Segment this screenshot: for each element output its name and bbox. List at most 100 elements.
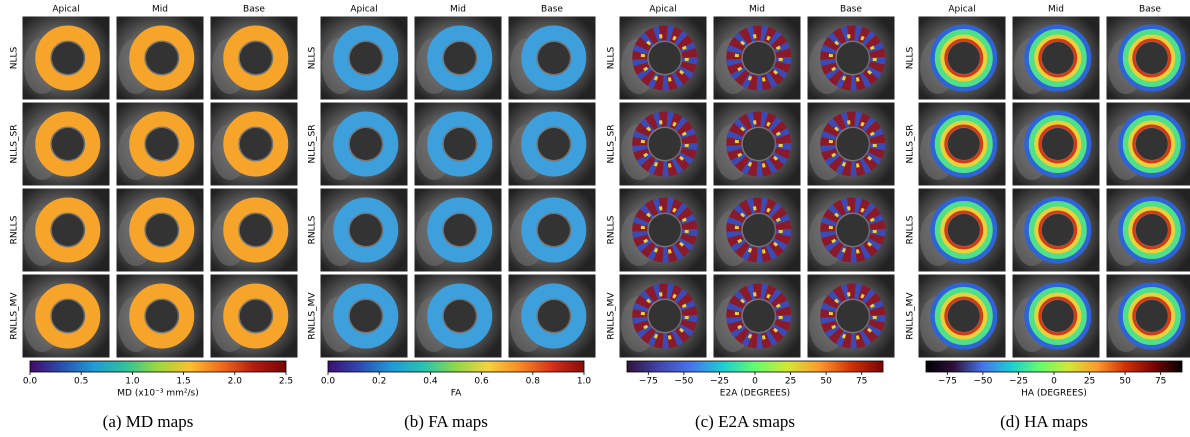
tile-border bbox=[712, 101, 802, 187]
myocardium-ring bbox=[223, 283, 289, 349]
myocardium-ring bbox=[1024, 282, 1092, 350]
colorbar-tick-label: 0.4 bbox=[423, 377, 438, 387]
row-label: RNLLS bbox=[906, 215, 916, 244]
row-label: NLLS_SR bbox=[607, 125, 617, 164]
cavity bbox=[51, 214, 84, 246]
cavity bbox=[742, 214, 775, 246]
myocardium-ring bbox=[129, 283, 195, 349]
colorbar-tick-label: −75 bbox=[639, 377, 658, 387]
cavity bbox=[947, 300, 980, 332]
tile-border bbox=[1105, 101, 1190, 187]
column-header: Mid bbox=[450, 5, 466, 15]
tile-border bbox=[319, 101, 409, 187]
tile-border bbox=[21, 273, 111, 359]
tile-border bbox=[806, 15, 896, 101]
cavity bbox=[145, 42, 178, 74]
tile-border bbox=[507, 187, 597, 273]
myocardium-ring bbox=[930, 196, 998, 264]
myocardium-ring bbox=[35, 111, 101, 177]
row-label: NLLS_SR bbox=[10, 125, 20, 164]
myocardium-ring bbox=[1118, 282, 1186, 350]
myocardium-ring bbox=[934, 29, 993, 87]
tile-border bbox=[618, 15, 708, 101]
tile-border bbox=[413, 273, 503, 359]
map-tile bbox=[712, 273, 802, 359]
myocardium-ring bbox=[1128, 34, 1176, 82]
tile-border bbox=[917, 273, 1007, 359]
myocardium-ring bbox=[223, 111, 289, 177]
myocardium-ring bbox=[333, 111, 399, 177]
map-tile bbox=[507, 15, 597, 101]
map-tile bbox=[618, 101, 708, 187]
myocardium-ring bbox=[1132, 38, 1172, 78]
map-tile bbox=[1105, 273, 1190, 359]
tile-border bbox=[115, 273, 205, 359]
myocardium-ring bbox=[1028, 29, 1087, 87]
myocardium-ring bbox=[1034, 206, 1082, 254]
colorbar-tick-label: −50 bbox=[973, 377, 992, 387]
panel: Apical Mid Base NLLS NLLS_SR RNLLS RNLLS_MV −75… bbox=[607, 5, 896, 431]
map-tile bbox=[1011, 273, 1101, 359]
cavity bbox=[648, 128, 681, 160]
cavity bbox=[1041, 128, 1074, 160]
cavity bbox=[947, 42, 980, 74]
myocardium-ring bbox=[1132, 210, 1172, 250]
colorbar-tick-label: −25 bbox=[1009, 377, 1028, 387]
map-tile bbox=[319, 15, 409, 101]
cavity bbox=[1041, 214, 1074, 246]
row-label: RNLLS bbox=[10, 215, 20, 244]
colorbar-label: MD (x10⁻³ mm²/s) bbox=[117, 389, 198, 399]
map-tile bbox=[209, 15, 299, 101]
myocardium-ring bbox=[828, 120, 877, 168]
colorbar-tick-label: 0.5 bbox=[74, 377, 88, 387]
column-header: Mid bbox=[152, 5, 168, 15]
tile-border bbox=[209, 187, 299, 273]
cavity bbox=[51, 42, 84, 74]
myocardium-ring bbox=[940, 34, 988, 82]
column-header: Base bbox=[541, 5, 563, 15]
cavity bbox=[145, 300, 178, 332]
myocardium-ring bbox=[1038, 38, 1078, 78]
cavity bbox=[742, 128, 775, 160]
myocardium-ring bbox=[1034, 34, 1082, 82]
tile-border bbox=[712, 187, 802, 273]
map-tile bbox=[413, 15, 503, 101]
row-label: NLLS bbox=[10, 46, 20, 69]
myocardium-ring bbox=[1034, 292, 1082, 340]
column-header: Base bbox=[1139, 5, 1161, 15]
map-tile bbox=[319, 273, 409, 359]
tile-border bbox=[618, 273, 708, 359]
tile-border bbox=[413, 187, 503, 273]
map-tile bbox=[507, 187, 597, 273]
myocardium-ring bbox=[1028, 115, 1087, 173]
myocardium-ring bbox=[820, 197, 886, 263]
row-label: NLLS_SR bbox=[308, 125, 318, 164]
myocardium-ring bbox=[934, 201, 993, 259]
myocardium-ring bbox=[1118, 110, 1186, 178]
map-tile bbox=[21, 15, 111, 101]
myocardium-ring bbox=[1128, 120, 1176, 168]
myocardium-ring bbox=[521, 25, 587, 91]
colorbar-tick-label: 2.5 bbox=[279, 377, 293, 387]
cavity bbox=[1041, 42, 1074, 74]
map-tile bbox=[319, 101, 409, 187]
cavity bbox=[239, 300, 272, 332]
map-tile bbox=[115, 187, 205, 273]
myocardium-ring bbox=[1038, 124, 1078, 164]
cavity bbox=[239, 42, 272, 74]
myocardium-ring bbox=[726, 111, 792, 177]
myocardium-ring bbox=[944, 296, 984, 336]
myocardium-ring bbox=[129, 25, 195, 91]
column-header: Mid bbox=[749, 5, 765, 15]
myocardium-ring bbox=[940, 120, 988, 168]
map-tile bbox=[712, 15, 802, 101]
map-tile bbox=[618, 15, 708, 101]
myocardium-ring bbox=[333, 197, 399, 263]
colorbar-tick-label: 0 bbox=[752, 377, 758, 387]
tile-border bbox=[21, 15, 111, 101]
myocardium-ring bbox=[129, 197, 195, 263]
tile-border bbox=[413, 15, 503, 101]
myocardium-ring bbox=[333, 283, 399, 349]
myocardium-ring bbox=[223, 25, 289, 91]
